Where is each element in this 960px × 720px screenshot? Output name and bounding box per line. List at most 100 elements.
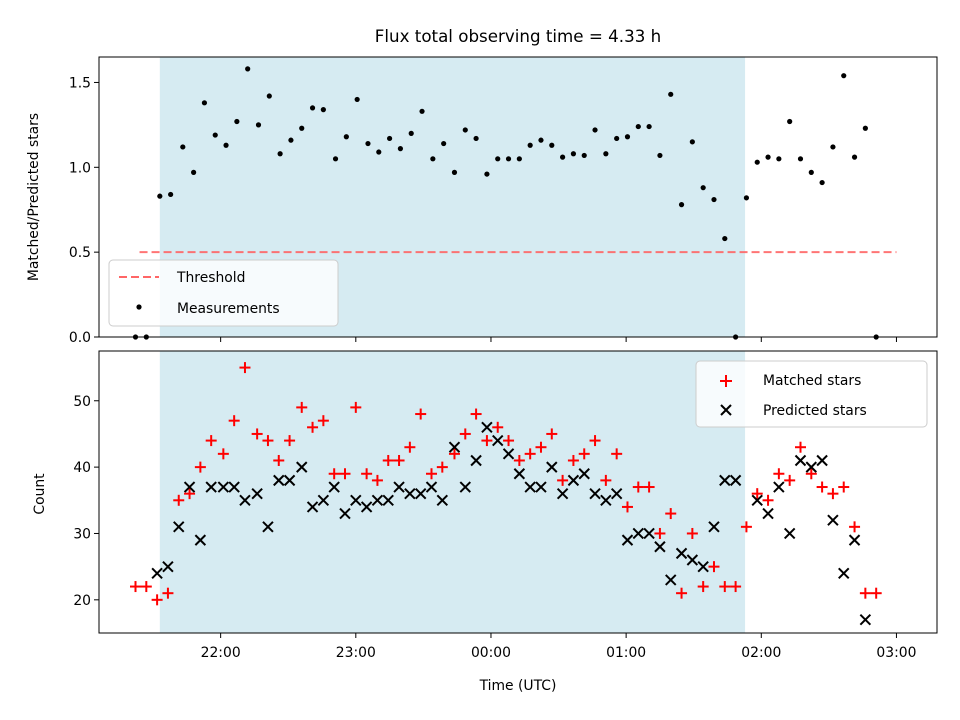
matched-star-point	[730, 581, 742, 593]
predicted-star-point	[151, 567, 163, 579]
matched-star-point	[251, 428, 263, 440]
predicted-star-stroke-b	[762, 507, 774, 520]
predicted-star-stroke-b	[567, 474, 580, 487]
matched-star-point	[805, 468, 817, 480]
predicted-star-stroke-b	[556, 487, 569, 500]
matched-star-point	[361, 468, 373, 480]
measurement-point	[484, 171, 490, 177]
measurement-point	[841, 73, 847, 79]
measurement-point	[332, 156, 339, 162]
matched-star-point	[273, 454, 285, 466]
y-tick-label: 40	[73, 460, 91, 476]
measurement-point	[191, 169, 197, 175]
measurement-point	[668, 91, 674, 97]
measurement-point	[309, 105, 316, 111]
matched-star-point	[228, 415, 240, 427]
predicted-star-point	[816, 454, 828, 467]
y-tick-label: 0.5	[69, 245, 91, 261]
predicted-star-stroke-b	[708, 521, 720, 533]
measurement-point	[516, 156, 522, 162]
measurement-point	[495, 156, 501, 162]
matched-star-point	[262, 435, 274, 447]
predicted-star-stroke-b	[239, 494, 251, 507]
predicted-star-stroke-b	[404, 487, 416, 500]
measurement-point	[157, 193, 163, 199]
matched-star-point	[686, 527, 698, 539]
predicted-star-point	[546, 461, 558, 473]
measurement-point	[234, 118, 240, 125]
predicted-star-stroke-b	[600, 494, 612, 507]
matched-star-point	[676, 587, 688, 599]
measurement-point	[168, 191, 174, 198]
matched-star-point	[535, 441, 547, 453]
matched-star-point	[567, 454, 579, 466]
predicted-star-stroke-b	[382, 494, 394, 507]
measurement-point	[689, 139, 695, 145]
measurement-point	[473, 135, 479, 142]
predicted-star-point	[183, 481, 196, 493]
predicted-star-stroke-b	[151, 567, 163, 579]
matched-star-point	[436, 461, 448, 473]
predicted-star-point	[805, 461, 818, 473]
matched-star-point	[762, 494, 774, 506]
predicted-star-point	[610, 487, 623, 500]
matched-star-point	[708, 561, 720, 573]
predicted-star-stroke-b	[436, 494, 449, 507]
predicted-star-stroke-b	[654, 541, 666, 553]
predicted-star-point	[262, 521, 274, 533]
measurement-point	[635, 123, 641, 130]
predicted-star-point	[194, 534, 207, 546]
predicted-star-point	[273, 474, 285, 487]
matched-star-point	[827, 488, 839, 500]
predicted-star-stroke-b	[535, 481, 547, 493]
matched-star-point	[589, 435, 601, 447]
predicted-star-stroke-b	[675, 547, 688, 560]
matched-star-point	[524, 448, 536, 460]
predicted-star-point	[470, 454, 482, 467]
matched-star-point	[751, 488, 763, 500]
predicted-star-point	[686, 554, 699, 566]
predicted-star-point	[339, 507, 351, 520]
matched-star-point	[849, 521, 861, 533]
y-tick-label: 0.0	[69, 330, 91, 346]
x-tick-label: 01:00	[606, 645, 646, 661]
measurement-point	[776, 156, 782, 162]
measurement-point	[408, 130, 414, 136]
matched-star-point	[719, 581, 731, 593]
measurement-point	[266, 93, 272, 99]
measurement-point	[765, 154, 771, 160]
predicted-star-point	[328, 481, 340, 493]
measurement-point	[851, 154, 858, 160]
bottom-legend: Matched stars Predicted stars	[695, 360, 928, 428]
measurement-point	[830, 144, 836, 150]
measurement-point	[354, 96, 360, 103]
predicted-star-stroke-b	[686, 554, 699, 566]
measurement-point	[797, 156, 804, 162]
matched-star-point	[307, 421, 319, 433]
y-tick-label: 20	[73, 593, 91, 609]
predicted-star-point	[697, 560, 709, 573]
measurement-point	[657, 152, 663, 159]
measurements-series	[132, 66, 879, 340]
measurement-point	[603, 151, 609, 157]
predicted-star-point	[205, 481, 217, 493]
matched-star-point	[481, 435, 493, 447]
predicted-star-point	[708, 521, 720, 533]
predicted-star-stroke-b	[217, 481, 230, 493]
measurement-point	[223, 142, 229, 148]
measurement-point	[505, 156, 512, 162]
measurement-point	[538, 137, 544, 143]
predicted-star-point	[838, 567, 850, 579]
measurement-point	[430, 156, 436, 162]
matched-star-point	[665, 508, 677, 520]
predicted-star-point	[481, 421, 493, 434]
matched-star-point	[470, 408, 482, 420]
predicted-star-stroke-b	[513, 468, 526, 480]
predicted-star-stroke-b	[719, 474, 731, 487]
measurement-point	[201, 100, 208, 106]
predicted-star-stroke-b	[481, 421, 493, 434]
matched-star-point	[459, 428, 471, 440]
predicted-star-stroke-b	[251, 487, 263, 500]
predicted-star-point	[393, 481, 405, 493]
matched-star-point	[784, 474, 796, 486]
